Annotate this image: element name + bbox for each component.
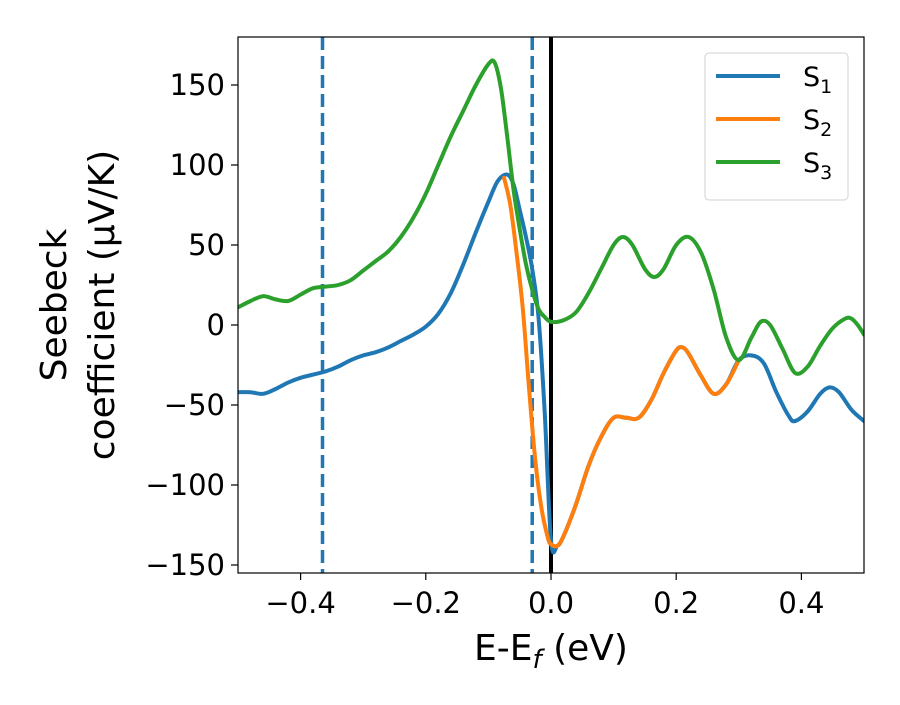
y-tick-label: 100 xyxy=(170,148,225,182)
y-axis: −150 −100 −50 0 50 100 150 xyxy=(145,68,238,582)
legend-label-s2: S2 xyxy=(803,105,832,141)
x-tick-label: −0.4 xyxy=(265,586,335,620)
y-tick-label: −50 xyxy=(164,388,225,422)
legend: S1 S2 S3 xyxy=(704,52,849,201)
x-axis-label: E-Ef (eV) xyxy=(474,628,628,675)
series-line-s3 xyxy=(238,58,864,376)
series-line-s1 xyxy=(238,172,864,555)
x-axis: −0.4 −0.2 0.0 0.2 0.4 xyxy=(265,573,824,620)
x-tick-label: −0.2 xyxy=(391,586,461,620)
y-tick-label: −150 xyxy=(145,548,225,582)
x-tick-label: 0.4 xyxy=(778,586,824,620)
series-line-s2 xyxy=(502,175,741,549)
legend-label-s1: S1 xyxy=(803,62,832,98)
x-tick-label: 0.2 xyxy=(653,586,699,620)
vertical-lines-layer xyxy=(320,37,553,573)
legend-label-s3: S3 xyxy=(803,148,832,184)
y-tick-label: 150 xyxy=(170,68,225,102)
y-tick-label: 50 xyxy=(188,228,225,262)
series-layer xyxy=(238,58,864,555)
x-tick-label: 0.0 xyxy=(528,586,574,620)
y-axis-label: Seebeck coefficient (μV/K) xyxy=(34,150,123,460)
y-tick-label: −100 xyxy=(145,468,225,502)
y-tick-label: 0 xyxy=(207,308,225,342)
